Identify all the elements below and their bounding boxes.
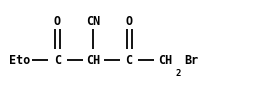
- Text: CH: CH: [158, 54, 172, 67]
- Text: O: O: [54, 15, 61, 28]
- Text: CN: CN: [86, 15, 100, 28]
- Text: 2: 2: [176, 69, 181, 78]
- Text: Br: Br: [184, 54, 198, 67]
- Text: C: C: [126, 54, 133, 67]
- Text: CH: CH: [86, 54, 100, 67]
- Text: Eto: Eto: [9, 54, 31, 67]
- Text: C: C: [54, 54, 61, 67]
- Text: O: O: [126, 15, 133, 28]
